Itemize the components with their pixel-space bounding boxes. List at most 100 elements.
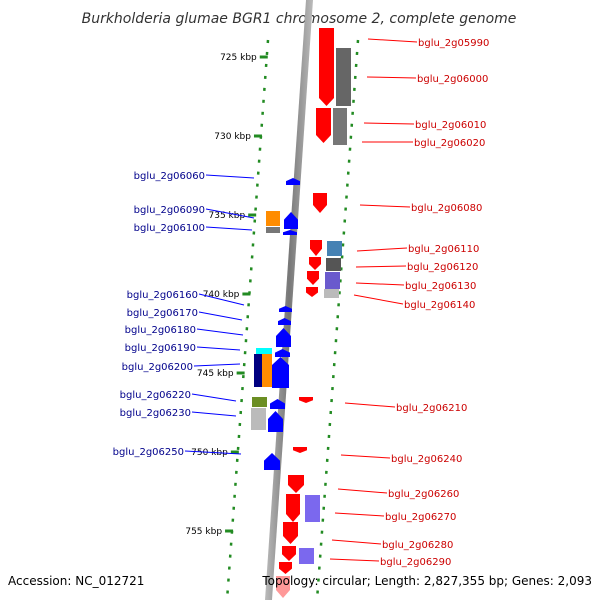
gene-label-connector <box>344 402 396 408</box>
gene-label-left: bglu_2g06190 <box>125 343 196 354</box>
gene-label-connector <box>329 558 380 562</box>
gene-homolog-box <box>327 241 342 256</box>
reverse-gene-arrow <box>284 212 298 229</box>
gene-label-left: bglu_2g06200 <box>122 362 193 373</box>
gene-label-right: bglu_2g05990 <box>418 38 489 49</box>
gene-homolog-box <box>254 354 264 387</box>
scale-dots-left <box>225 39 270 600</box>
gene-label-right: bglu_2g06280 <box>382 540 453 551</box>
forward-gene-arrow <box>286 494 300 522</box>
kbp-tick-label: 750 kbp <box>191 448 228 458</box>
right-gene-labels: bglu_2g05990 bglu_2g06000 bglu_2g06010bglu… <box>329 38 489 568</box>
forward-gene-arrow <box>288 475 304 493</box>
gene-label-right: bglu_2g06120 <box>407 262 478 273</box>
gene-label-left: bglu_2g06090 <box>134 205 205 216</box>
gene-label-right: bglu_2g06130 <box>405 281 476 292</box>
gene-label-connector <box>356 247 408 252</box>
gene-homolog-box <box>251 408 266 430</box>
gene-label-connector <box>196 328 244 336</box>
forward-gene-arrow <box>299 397 313 403</box>
accession-text: Accession: NC_012721 <box>8 574 144 588</box>
forward-gene-arrow <box>276 576 290 598</box>
gene-label-connector <box>337 488 388 494</box>
reverse-gene-arrow <box>286 178 300 185</box>
gene-label-connector <box>355 265 407 268</box>
gene-label-connector <box>340 454 391 459</box>
gene-label-left: bglu_2g06220 <box>120 390 191 401</box>
forward-gene-arrow <box>309 257 321 270</box>
gene-label-left: bglu_2g06230 <box>120 408 191 419</box>
gene-features <box>251 28 351 598</box>
gene-label-connector <box>191 411 237 417</box>
reverse-gene-arrow <box>275 349 290 357</box>
gene-label-connector <box>196 346 241 351</box>
kbp-tick-label: 725 kbp <box>220 53 257 63</box>
chromosome-backbone <box>265 0 313 600</box>
gene-label-right: bglu_2g06000 <box>417 74 488 85</box>
gene-homolog-box <box>262 354 272 387</box>
gene-homolog-box <box>324 289 339 298</box>
gene-label-left: bglu_2g06100 <box>134 223 205 234</box>
gene-label-connector <box>331 539 382 545</box>
forward-gene-arrow <box>319 28 334 106</box>
gene-label-connector <box>366 76 417 79</box>
gene-homolog-box <box>266 211 280 226</box>
gene-label-connector <box>193 363 241 367</box>
gene-label-connector <box>363 122 415 125</box>
gene-label-connector <box>355 282 405 286</box>
topology-text: Topology: circular; Length: 2,827,355 bp… <box>261 574 592 588</box>
gene-homolog-box <box>299 548 314 564</box>
gene-homolog-box <box>305 495 320 522</box>
forward-gene-arrow <box>279 562 292 574</box>
gene-label-left: bglu_2g06180 <box>125 325 196 336</box>
gene-label-connector <box>205 174 255 179</box>
gene-label-connector <box>191 393 237 402</box>
reverse-gene-arrow <box>279 306 292 312</box>
gene-label-connector <box>205 226 253 231</box>
gene-label-connector <box>353 294 404 305</box>
reverse-gene-arrow <box>268 411 283 432</box>
gene-homolog-box <box>336 48 351 106</box>
gene-label-connector <box>184 450 242 455</box>
gene-homolog-box <box>266 227 280 233</box>
kbp-tick-label: 730 kbp <box>214 132 251 142</box>
forward-gene-arrow <box>283 522 298 544</box>
gene-label-right: bglu_2g06020 <box>414 138 485 149</box>
forward-gene-arrow <box>313 193 327 213</box>
kbp-tick-label: 745 kbp <box>197 369 234 379</box>
gene-label-connector <box>205 208 255 219</box>
forward-gene-arrow <box>293 447 307 453</box>
gene-homolog-box <box>333 108 347 145</box>
gene-label-right: bglu_2g06260 <box>388 489 459 500</box>
left-gene-labels: bglu_2g06060 bglu_2g06090 bglu_2g06100bglu… <box>113 171 255 458</box>
gene-label-connector <box>198 311 243 321</box>
forward-gene-arrow <box>306 287 318 297</box>
gene-homolog-box <box>326 258 341 271</box>
kbp-ticks: 725 kbp 730 kbp 735 kbp 740 kbp 745 kbp 750 k… <box>185 53 268 537</box>
gene-label-right: bglu_2g06010 <box>415 120 486 131</box>
gene-label-left: bglu_2g06160 <box>127 290 198 301</box>
forward-gene-arrow <box>307 271 319 285</box>
gene-label-left: bglu_2g06250 <box>113 447 184 458</box>
gene-label-right: bglu_2g06110 <box>408 244 479 255</box>
gene-homolog-box <box>325 272 340 289</box>
reverse-gene-arrow <box>276 328 291 347</box>
forward-gene-arrow <box>316 108 331 143</box>
gene-label-connector <box>334 512 385 517</box>
gene-label-right: bglu_2g06210 <box>396 403 467 414</box>
gene-label-connector <box>198 293 245 306</box>
kbp-tick-label: 735 kbp <box>209 211 246 221</box>
gene-label-right: bglu_2g06140 <box>404 300 475 311</box>
gene-label-left: bglu_2g06060 <box>134 171 205 182</box>
gene-homolog-box <box>252 397 267 407</box>
reverse-gene-arrow <box>283 230 297 235</box>
kbp-tick-label: 740 kbp <box>203 290 240 300</box>
map-title: Burkholderia glumae BGR1 chromosome 2, c… <box>82 11 517 27</box>
reverse-gene-arrow <box>270 399 285 409</box>
gene-label-right: bglu_2g06290 <box>380 557 451 568</box>
gene-label-right: bglu_2g06240 <box>391 454 462 465</box>
gene-label-right: bglu_2g06080 <box>411 203 482 214</box>
forward-gene-arrow <box>310 240 322 256</box>
